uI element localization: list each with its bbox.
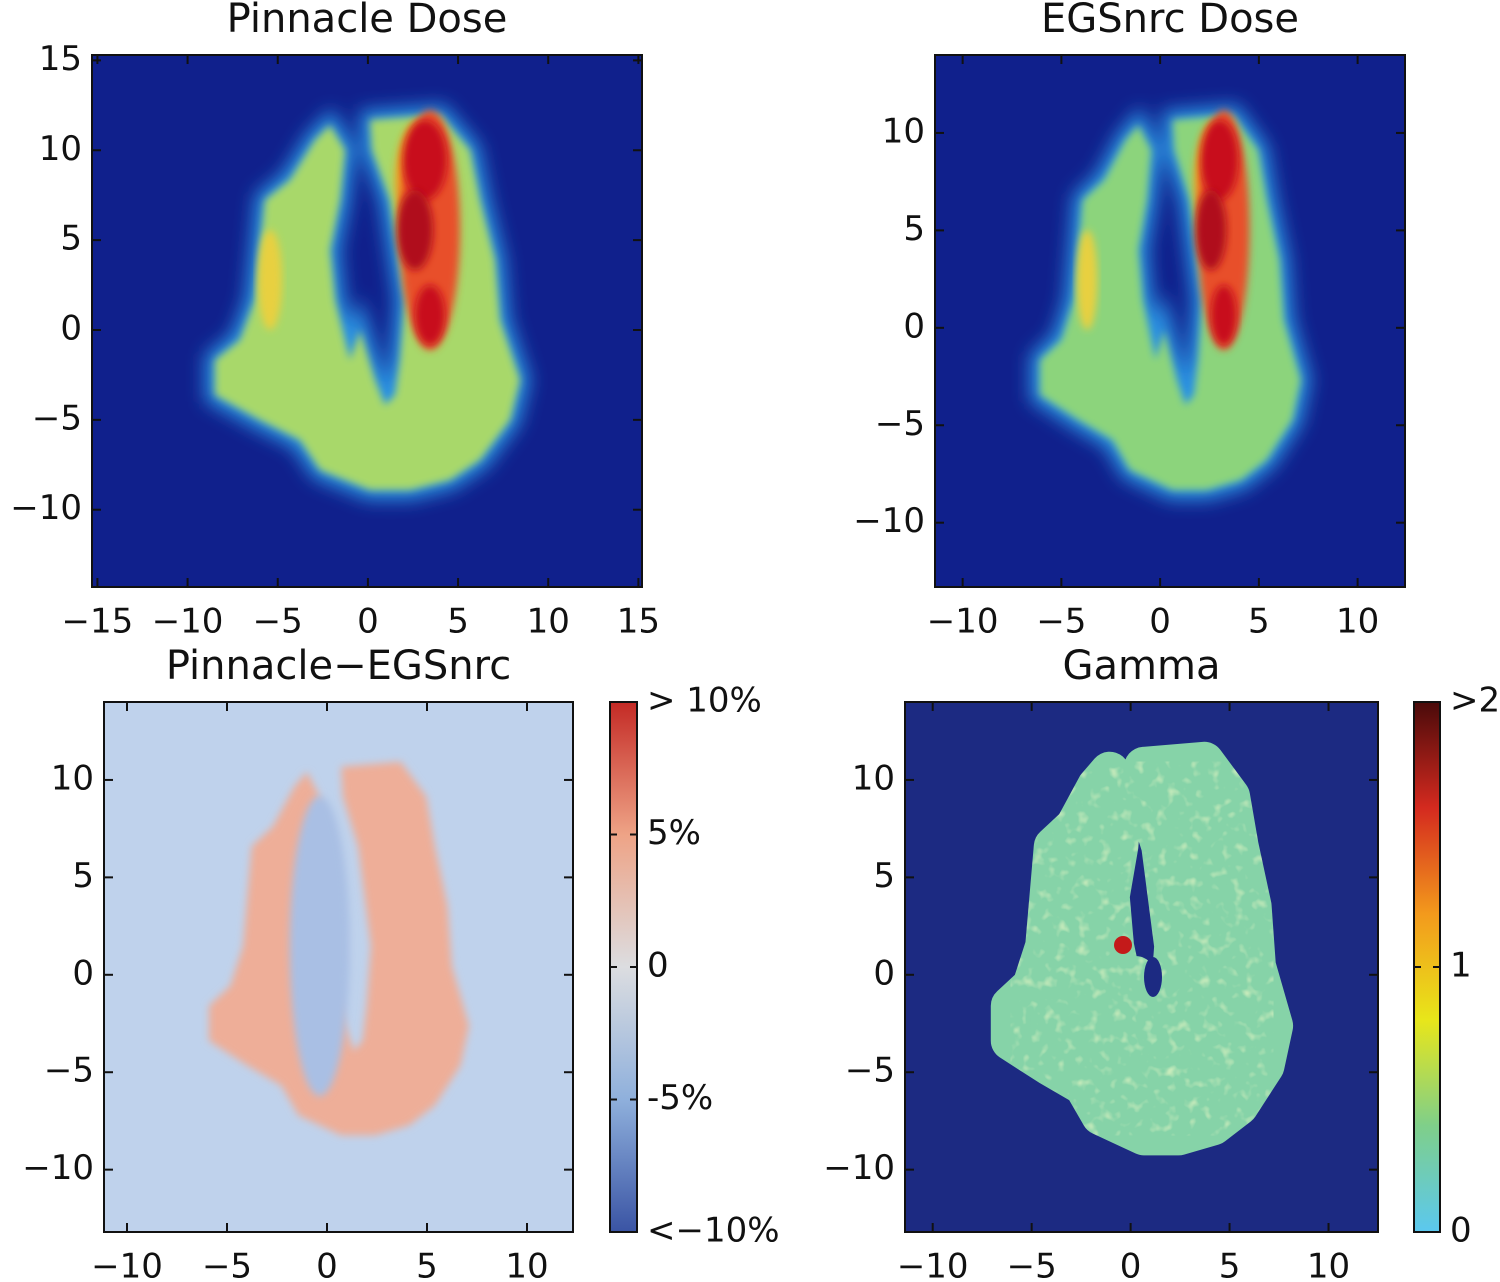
diff-low — [289, 796, 350, 1097]
x-tick-label: −10 — [152, 602, 224, 642]
y-tick-label: 0 — [873, 953, 895, 993]
diff-region — [208, 761, 469, 1136]
colorbar-tick-label: 0 — [1450, 1211, 1472, 1251]
x-tick-label: 10 — [527, 602, 570, 642]
x-tick-label: −15 — [62, 602, 134, 642]
axes-frame — [103, 701, 574, 1233]
y-tick-label: −5 — [845, 1051, 895, 1091]
x-tick-label: 0 — [1120, 1247, 1142, 1282]
panel-title: Pinnacle Dose — [227, 0, 508, 42]
colorbar-tick-label: -5% — [647, 1078, 713, 1118]
x-tick-label: 15 — [617, 602, 660, 642]
y-tick-label: −10 — [10, 488, 82, 528]
y-tick-label: 10 — [51, 758, 94, 798]
dose-hotspot — [1076, 230, 1098, 330]
y-tick-label: 10 — [852, 758, 895, 798]
colorbar-tick-label: 1 — [1450, 946, 1472, 986]
axes-frame — [904, 701, 1379, 1233]
colorbar-tick-label: 5% — [647, 813, 701, 853]
panel: EGSnrc Dose −10 −5 0 5 10 −10 −5 0 5 10 — [853, 0, 1406, 642]
x-tick-label: 5 — [1248, 602, 1270, 642]
x-tick-label: 5 — [416, 1247, 438, 1282]
panel: Pinnacle−EGSnrc −10 −5 0 5 10 −10 −5 0 5 10 > 10% 5%… — [22, 643, 779, 1282]
x-tick-label: −10 — [927, 602, 999, 642]
x-tick-label: 5 — [447, 602, 469, 642]
y-tick-label: −5 — [44, 1051, 94, 1091]
gamma-speckle — [990, 741, 1294, 1156]
y-tick-label: 0 — [903, 306, 925, 346]
x-tick-label: −5 — [1036, 602, 1086, 642]
x-tick-label: −10 — [91, 1247, 163, 1282]
x-tick-label: 0 — [357, 602, 379, 642]
gamma-hole — [1144, 957, 1162, 997]
y-tick-label: 0 — [60, 308, 82, 348]
x-tick-label: 10 — [1336, 602, 1379, 642]
y-tick-label: −10 — [823, 1148, 895, 1188]
y-tick-label: 15 — [39, 39, 82, 79]
y-tick-label: 5 — [903, 209, 925, 249]
axes-frame — [934, 54, 1406, 588]
colorbar-tick-label: 0 — [647, 946, 669, 986]
x-tick-label: 0 — [1149, 602, 1171, 642]
x-tick-label: 10 — [1307, 1247, 1350, 1282]
y-tick-label: 5 — [873, 856, 895, 896]
y-tick-label: 5 — [72, 856, 94, 896]
x-tick-label: 0 — [316, 1247, 338, 1282]
panel-title: Gamma — [1063, 643, 1221, 689]
y-tick-label: −5 — [32, 398, 82, 438]
dose-hotspot — [1200, 120, 1239, 200]
y-tick-label: 10 — [882, 111, 925, 151]
colorbar-tick-label: <−10% — [647, 1211, 780, 1251]
panel-title: EGSnrc Dose — [1041, 0, 1299, 42]
dose-hotspot — [415, 285, 445, 345]
colorbar-tick-label: > 10% — [647, 681, 762, 721]
x-tick-label: −5 — [253, 602, 303, 642]
y-tick-label: 10 — [39, 129, 82, 169]
dose-hotspot — [258, 230, 282, 330]
y-tick-label: −5 — [875, 404, 925, 444]
colorbar-tick-label: >2 — [1450, 681, 1500, 721]
dose-hotspot — [1211, 285, 1237, 345]
y-tick-label: −10 — [22, 1148, 94, 1188]
y-tick-label: 0 — [72, 953, 94, 993]
x-tick-label: 10 — [505, 1247, 548, 1282]
y-tick-label: −10 — [853, 501, 925, 541]
dose-hotspot — [1195, 190, 1227, 270]
x-tick-label: −5 — [1007, 1247, 1057, 1282]
y-tick-label: 5 — [60, 219, 82, 259]
x-tick-label: −10 — [897, 1247, 969, 1282]
panel: Pinnacle Dose −15 −10 −5 0 5 10 15 −10 −5 0 5 10 15 — [10, 0, 660, 642]
panel-title: Pinnacle−EGSnrc — [166, 643, 511, 689]
gamma-hotspot — [1114, 936, 1132, 954]
x-tick-label: 5 — [1219, 1247, 1241, 1282]
dose-hotspot — [403, 120, 447, 200]
dose-hotspot — [397, 190, 433, 270]
x-tick-label: −5 — [202, 1247, 252, 1282]
